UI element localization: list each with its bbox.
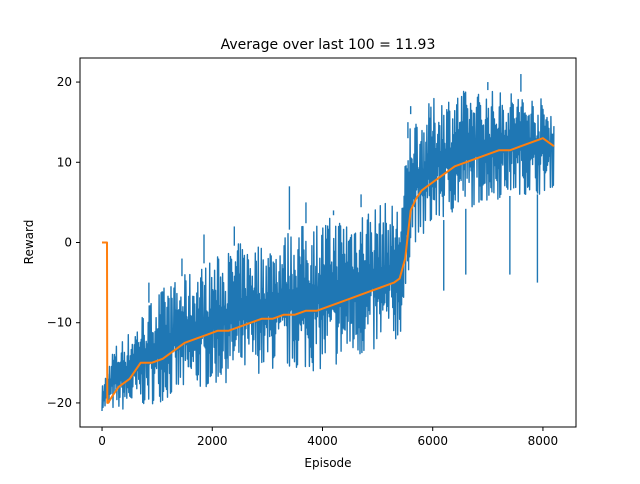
- y-tick-label-20: 20: [57, 75, 72, 89]
- y-tick-label-0: 0: [64, 236, 72, 250]
- x-axis: 0 2000 4000 6000 8000: [98, 427, 558, 448]
- y-axis: −20 −10 0 10 20: [47, 75, 80, 410]
- x-axis-label: Episode: [304, 456, 351, 470]
- series-moving-average-line: [102, 137, 555, 404]
- y-tick-label--10: −10: [47, 316, 72, 330]
- series-raw-reward-line: [101, 90, 555, 412]
- x-tick-label-6000: 6000: [417, 434, 448, 448]
- x-tick-label-0: 0: [98, 434, 106, 448]
- x-tick-label-8000: 8000: [528, 434, 559, 448]
- plot-area: [101, 74, 555, 412]
- chart-title: Average over last 100 = 11.93: [221, 37, 436, 53]
- x-tick-label-2000: 2000: [197, 434, 228, 448]
- y-tick-label-10: 10: [57, 155, 72, 169]
- y-tick-label--20: −20: [47, 396, 72, 410]
- x-tick-label-4000: 4000: [307, 434, 338, 448]
- y-axis-label: Reward: [22, 220, 36, 265]
